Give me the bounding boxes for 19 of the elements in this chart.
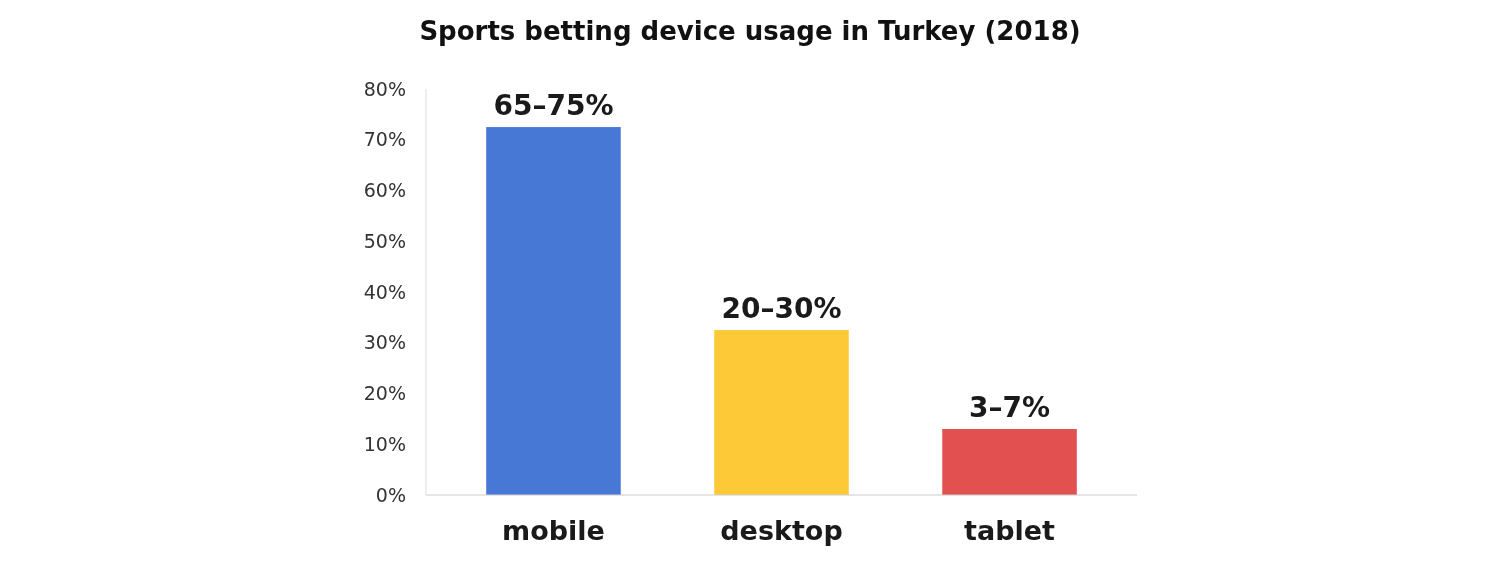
y-tick-label: 50% [363,229,406,252]
y-tick-label: 30% [363,331,406,354]
y-tick-label: 0% [375,483,406,506]
annotation: 3–7% [969,391,1051,425]
annotation: 20–30% [721,292,842,326]
x-tick-label: desktop [720,515,843,546]
bar [486,127,621,495]
chart-title: Sports betting device usage in Turkey (2018) [419,16,1081,46]
y-tick-label: 70% [363,128,406,151]
x-tick-label: mobile [502,515,605,546]
bar [714,330,849,495]
y-tick-label: 20% [363,382,406,405]
y-tick-label: 40% [363,280,406,303]
annotation: 65–75% [493,89,614,123]
y-tick-label: 80% [363,77,406,100]
y-tick-label: 10% [363,432,406,455]
x-tick-label: tablet [964,515,1056,546]
bar [942,429,1077,495]
y-tick-label: 60% [363,179,406,202]
